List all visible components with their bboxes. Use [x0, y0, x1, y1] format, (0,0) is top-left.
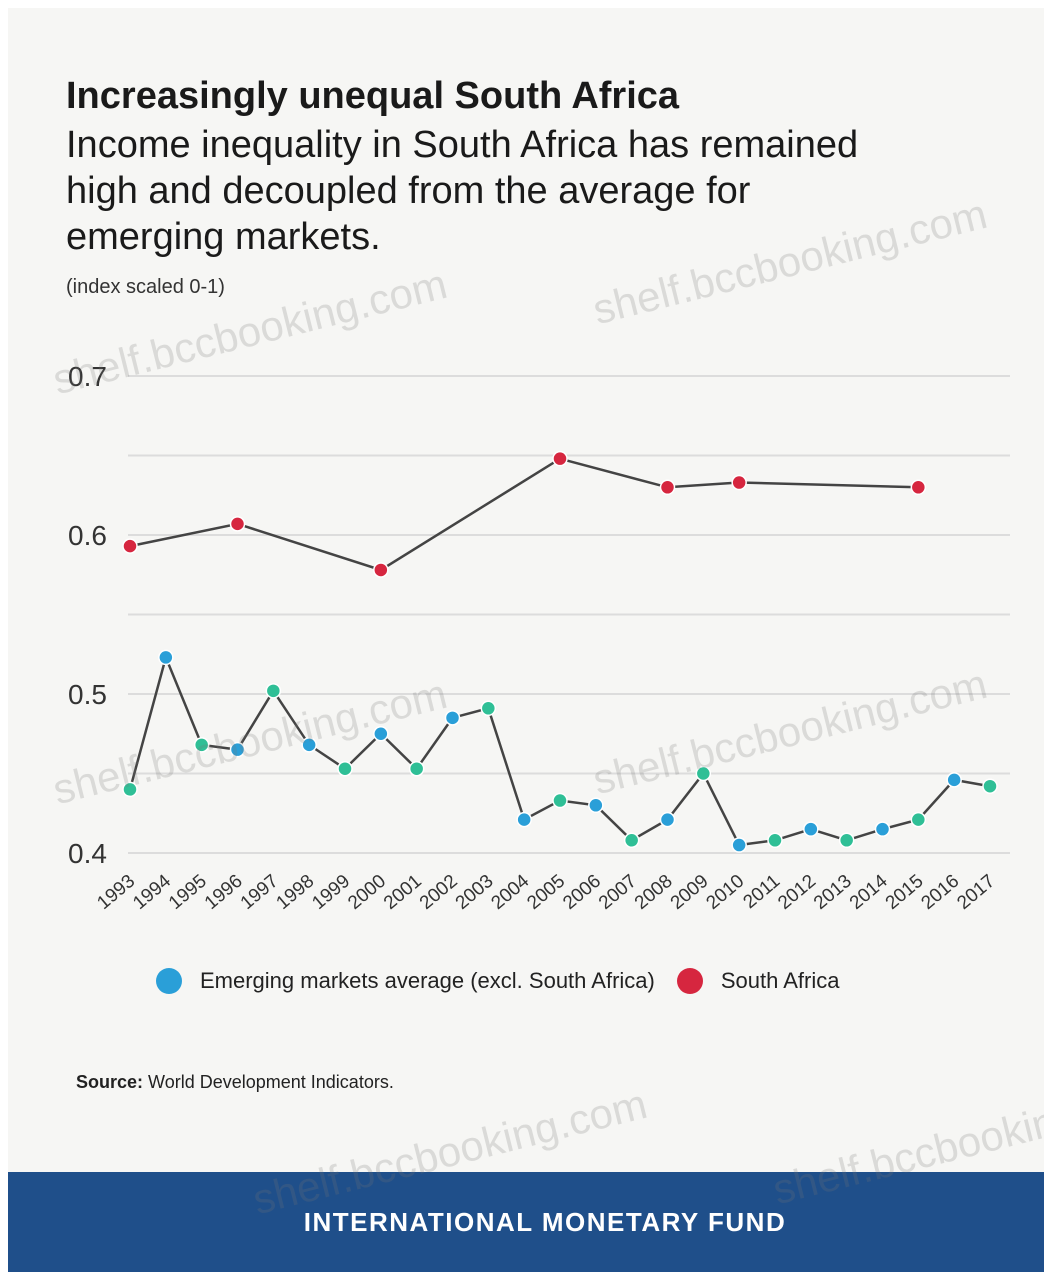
- footer-org-name: INTERNATIONAL MONETARY FUND: [303, 1206, 787, 1237]
- x-tick-label: 2003: [452, 871, 498, 914]
- data-point-em: [444, 710, 461, 726]
- x-tick-label: 2013: [810, 871, 856, 914]
- legend: Emerging markets average (excl. South Af…: [156, 968, 862, 994]
- data-point-em: [373, 726, 389, 742]
- data-point-em: [301, 737, 317, 753]
- data-point-em: [408, 760, 425, 777]
- x-tick-label: 2016: [917, 871, 963, 914]
- legend-item-em: Emerging markets average (excl. South Af…: [156, 968, 655, 994]
- data-point-em: [588, 797, 604, 814]
- x-tick-label: 1997: [237, 871, 283, 914]
- data-point-em: [946, 772, 962, 788]
- x-tick-label: 2001: [380, 871, 426, 914]
- units-label: (index scaled 0-1): [66, 276, 225, 298]
- data-point-em: [158, 649, 174, 666]
- x-tick-label: 1993: [93, 871, 139, 914]
- data-point-em: [982, 778, 998, 794]
- series-line-em: [128, 653, 991, 847]
- data-point-em: [193, 737, 210, 753]
- legend-swatch-em: [156, 968, 182, 994]
- y-tick-label: 0.7: [68, 361, 107, 392]
- chart-subtitle: Income inequality in South Africa has re…: [66, 124, 859, 258]
- x-tick-label: 2014: [846, 870, 892, 914]
- data-point-sa: [910, 479, 927, 496]
- legend-item-sa: South Africa: [676, 968, 840, 994]
- x-tick-label: 1999: [308, 871, 354, 914]
- source-text: World Development Indicators.: [148, 1072, 394, 1092]
- x-tick-label: 2005: [523, 871, 569, 914]
- x-tick-label: 2010: [702, 871, 748, 914]
- data-point-sa: [659, 479, 676, 496]
- data-point-em: [516, 811, 532, 828]
- data-point-em: [803, 821, 819, 837]
- chart-title: Increasingly unequal South Africa: [66, 75, 680, 117]
- x-tick-label: 2015: [882, 871, 928, 914]
- x-tick-label: 1998: [272, 871, 318, 914]
- line-chart: 0.4 0.5 0.6 0.7 1993199419951996199719981999…: [68, 361, 1010, 914]
- source-note: Source: World Development Indicators.: [76, 1072, 394, 1093]
- data-point-em: [910, 811, 927, 828]
- data-point-em: [731, 837, 747, 853]
- x-tick-label: 1994: [129, 870, 175, 914]
- data-point-em: [265, 683, 282, 699]
- data-point-sa: [122, 538, 138, 554]
- data-point-sa: [731, 474, 747, 491]
- footer-banner: INTERNATIONAL MONETARY FUND: [8, 1172, 1044, 1272]
- x-tick-label: 1995: [165, 871, 211, 914]
- x-tick-label: 2011: [739, 871, 784, 913]
- infographic-card: Increasingly unequal South Africa Income…: [8, 8, 1044, 1272]
- y-tick-label: 0.6: [68, 520, 107, 551]
- data-point-em: [767, 832, 783, 849]
- x-tick-label: 2009: [667, 871, 713, 914]
- x-tick-label: 1996: [201, 871, 247, 914]
- x-tick-label: 2012: [774, 871, 820, 914]
- legend-swatch-sa: [676, 968, 703, 994]
- data-point-em: [838, 832, 855, 849]
- x-tick-label: 2006: [559, 871, 605, 914]
- x-tick-label: 2017: [953, 871, 999, 914]
- x-tick-label: 2002: [416, 871, 462, 914]
- data-point-em: [122, 781, 138, 798]
- data-point-sa: [552, 450, 568, 467]
- x-tick-label: 2000: [344, 871, 390, 914]
- data-point-em: [552, 792, 568, 809]
- data-point-em: [695, 765, 712, 782]
- y-tick-label: 0.4: [68, 838, 107, 869]
- data-point-em: [480, 700, 497, 717]
- data-point-em: [659, 811, 676, 828]
- data-point-em: [623, 832, 640, 849]
- source-label: Source:: [76, 1072, 144, 1092]
- data-point-sa: [229, 516, 246, 532]
- x-tick-label: 2004: [487, 870, 533, 914]
- legend-label-em: Emerging markets average (excl. South Af…: [200, 968, 655, 993]
- data-point-em: [337, 760, 353, 777]
- data-point-em: [874, 821, 891, 837]
- x-tick-label: 2007: [595, 871, 641, 914]
- series-line-sa: [129, 457, 919, 572]
- legend-label-sa: South Africa: [720, 968, 840, 993]
- x-tick-label: 2008: [631, 871, 677, 914]
- y-tick-label: 0.5: [68, 679, 107, 710]
- data-point-sa: [373, 562, 389, 578]
- data-point-em: [229, 741, 246, 758]
